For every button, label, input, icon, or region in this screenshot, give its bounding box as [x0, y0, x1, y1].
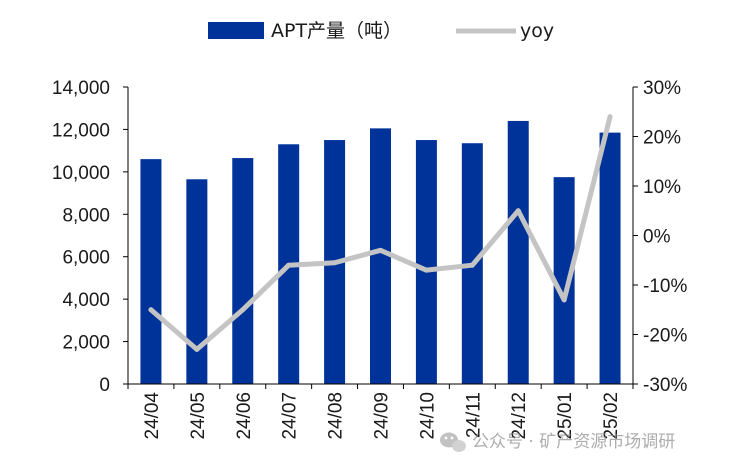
- right-tick-label: -20%: [643, 326, 687, 347]
- left-tick-label: 8,000: [62, 205, 110, 226]
- wechat-icon: [440, 432, 466, 452]
- yoy-point-24-07: [286, 262, 292, 268]
- legend: APT产量（吨） yoy: [208, 20, 554, 42]
- left-axis-ticks: 0 2,000 4,000 6,000 8,000 10,000 12,000 14,000: [52, 78, 128, 396]
- bar-24-04: [140, 159, 162, 384]
- right-tick-label: -30%: [643, 375, 687, 396]
- left-tick-label: 4,000: [62, 290, 110, 311]
- left-tick-label: 12,000: [52, 120, 110, 141]
- watermark: 公众号 · 矿产资源市场调研: [440, 432, 675, 452]
- line-series: [148, 114, 613, 352]
- legend-label-production: APT产量（吨）: [271, 20, 402, 42]
- x-tick-label: 24/11: [463, 392, 484, 438]
- left-tick-label: 0: [99, 375, 110, 396]
- yoy-point-25-01: [561, 297, 567, 303]
- bar-24-10: [415, 140, 437, 384]
- right-tick-label: 0%: [643, 227, 671, 248]
- left-tick-label: 2,000: [62, 333, 110, 354]
- bar-24-12: [507, 120, 529, 384]
- x-tick-label: 24/10: [417, 392, 438, 440]
- left-tick-label: 14,000: [52, 78, 110, 99]
- yoy-point-24-06: [240, 307, 246, 313]
- x-tick-label: 24/04: [142, 392, 163, 440]
- x-tick-label: 24/08: [326, 392, 347, 440]
- x-tick-label: 25/01: [555, 392, 576, 440]
- left-tick-label: 6,000: [62, 248, 110, 269]
- legend-label-yoy: yoy: [520, 20, 554, 42]
- x-tick-label: 24/07: [280, 392, 301, 440]
- right-tick-label: 30%: [643, 78, 681, 99]
- yoy-point-24-08: [332, 260, 338, 266]
- x-tick-label: 24/06: [234, 392, 255, 440]
- yoy-point-24-05: [194, 346, 200, 352]
- yoy-point-24-11: [469, 262, 475, 268]
- bar-24-06: [232, 158, 254, 384]
- legend-swatch-production: [208, 22, 264, 39]
- yoy-point-24-12: [515, 208, 521, 214]
- bar-25-02: [599, 132, 621, 384]
- yoy-point-24-09: [378, 247, 383, 253]
- yoy-point-24-04: [148, 307, 154, 313]
- x-tick-label: 24/12: [509, 392, 530, 440]
- yoy-point-24-10: [423, 267, 429, 273]
- left-tick-label: 10,000: [52, 163, 110, 184]
- yoy-point-25-02: [607, 114, 613, 120]
- x-tick-label: 24/05: [188, 392, 209, 440]
- watermark-text: 公众号 · 矿产资源市场调研: [472, 432, 675, 452]
- x-axis-ticks: 24/04 24/05 24/06 24/07 24/08 24/09 24/10 24/11…: [127, 384, 634, 440]
- bar-24-09: [370, 128, 391, 384]
- right-tick-label: 10%: [643, 177, 681, 198]
- x-tick-label: 25/02: [601, 392, 622, 440]
- right-axis-ticks: -30% -20% -10% 0% 10% 20% 30%: [633, 78, 687, 396]
- bar-25-01: [553, 177, 575, 384]
- right-tick-label: -10%: [643, 276, 687, 297]
- bar-24-05: [186, 179, 208, 384]
- x-tick-label: 24/09: [372, 392, 393, 440]
- right-tick-label: 20%: [643, 128, 681, 149]
